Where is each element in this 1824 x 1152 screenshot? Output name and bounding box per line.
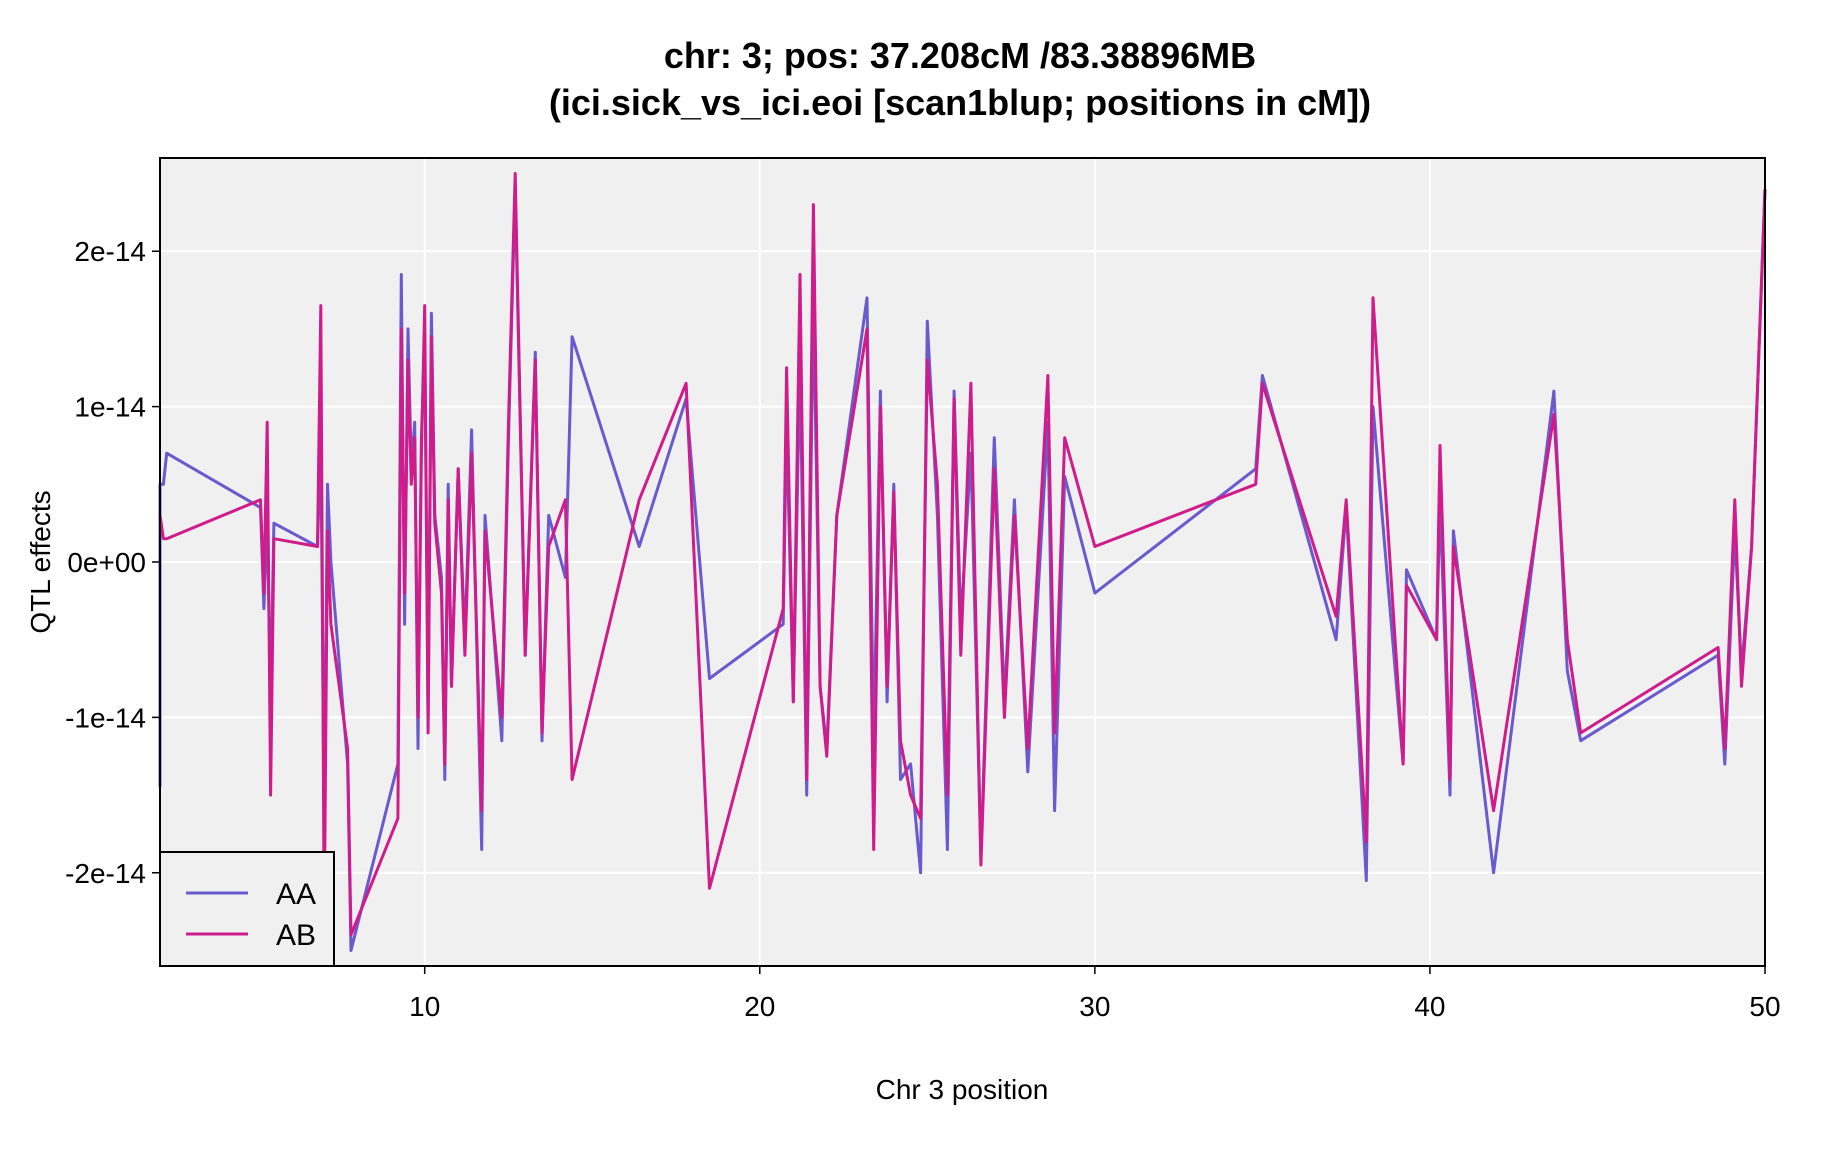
legend-label-aa: AA: [276, 878, 316, 911]
legend: AA AB: [159, 851, 335, 967]
y-tick-label: 2e-14: [74, 236, 146, 267]
x-axis: 10 20 30 40 50: [409, 966, 1781, 1022]
x-tick-label: 20: [744, 991, 775, 1022]
series-line-ab: [158, 172, 1767, 937]
y-tick-label: -2e-14: [65, 858, 146, 889]
y-axis-label: QTL effects: [25, 490, 56, 633]
x-tick-label: 10: [409, 991, 440, 1022]
x-axis-label: Chr 3 position: [876, 1074, 1049, 1105]
x-tick-label: 40: [1414, 991, 1445, 1022]
legend-box: [159, 851, 335, 967]
series-lines: [158, 172, 1767, 952]
y-tick-label: 1e-14: [74, 392, 146, 423]
y-tick-label: -1e-14: [65, 702, 146, 733]
legend-label-ab: AB: [276, 919, 316, 952]
chart-title: chr: 3; pos: 37.208cM /83.38896MB: [664, 35, 1256, 76]
y-axis: -2e-14 -1e-14 0e+00 1e-14 2e-14: [65, 236, 160, 889]
x-tick-label: 50: [1749, 991, 1780, 1022]
x-tick-label: 30: [1079, 991, 1110, 1022]
chart-subtitle: (ici.sick_vs_ici.eoi [scan1blup; positio…: [549, 82, 1371, 123]
y-tick-label: 0e+00: [67, 547, 146, 578]
